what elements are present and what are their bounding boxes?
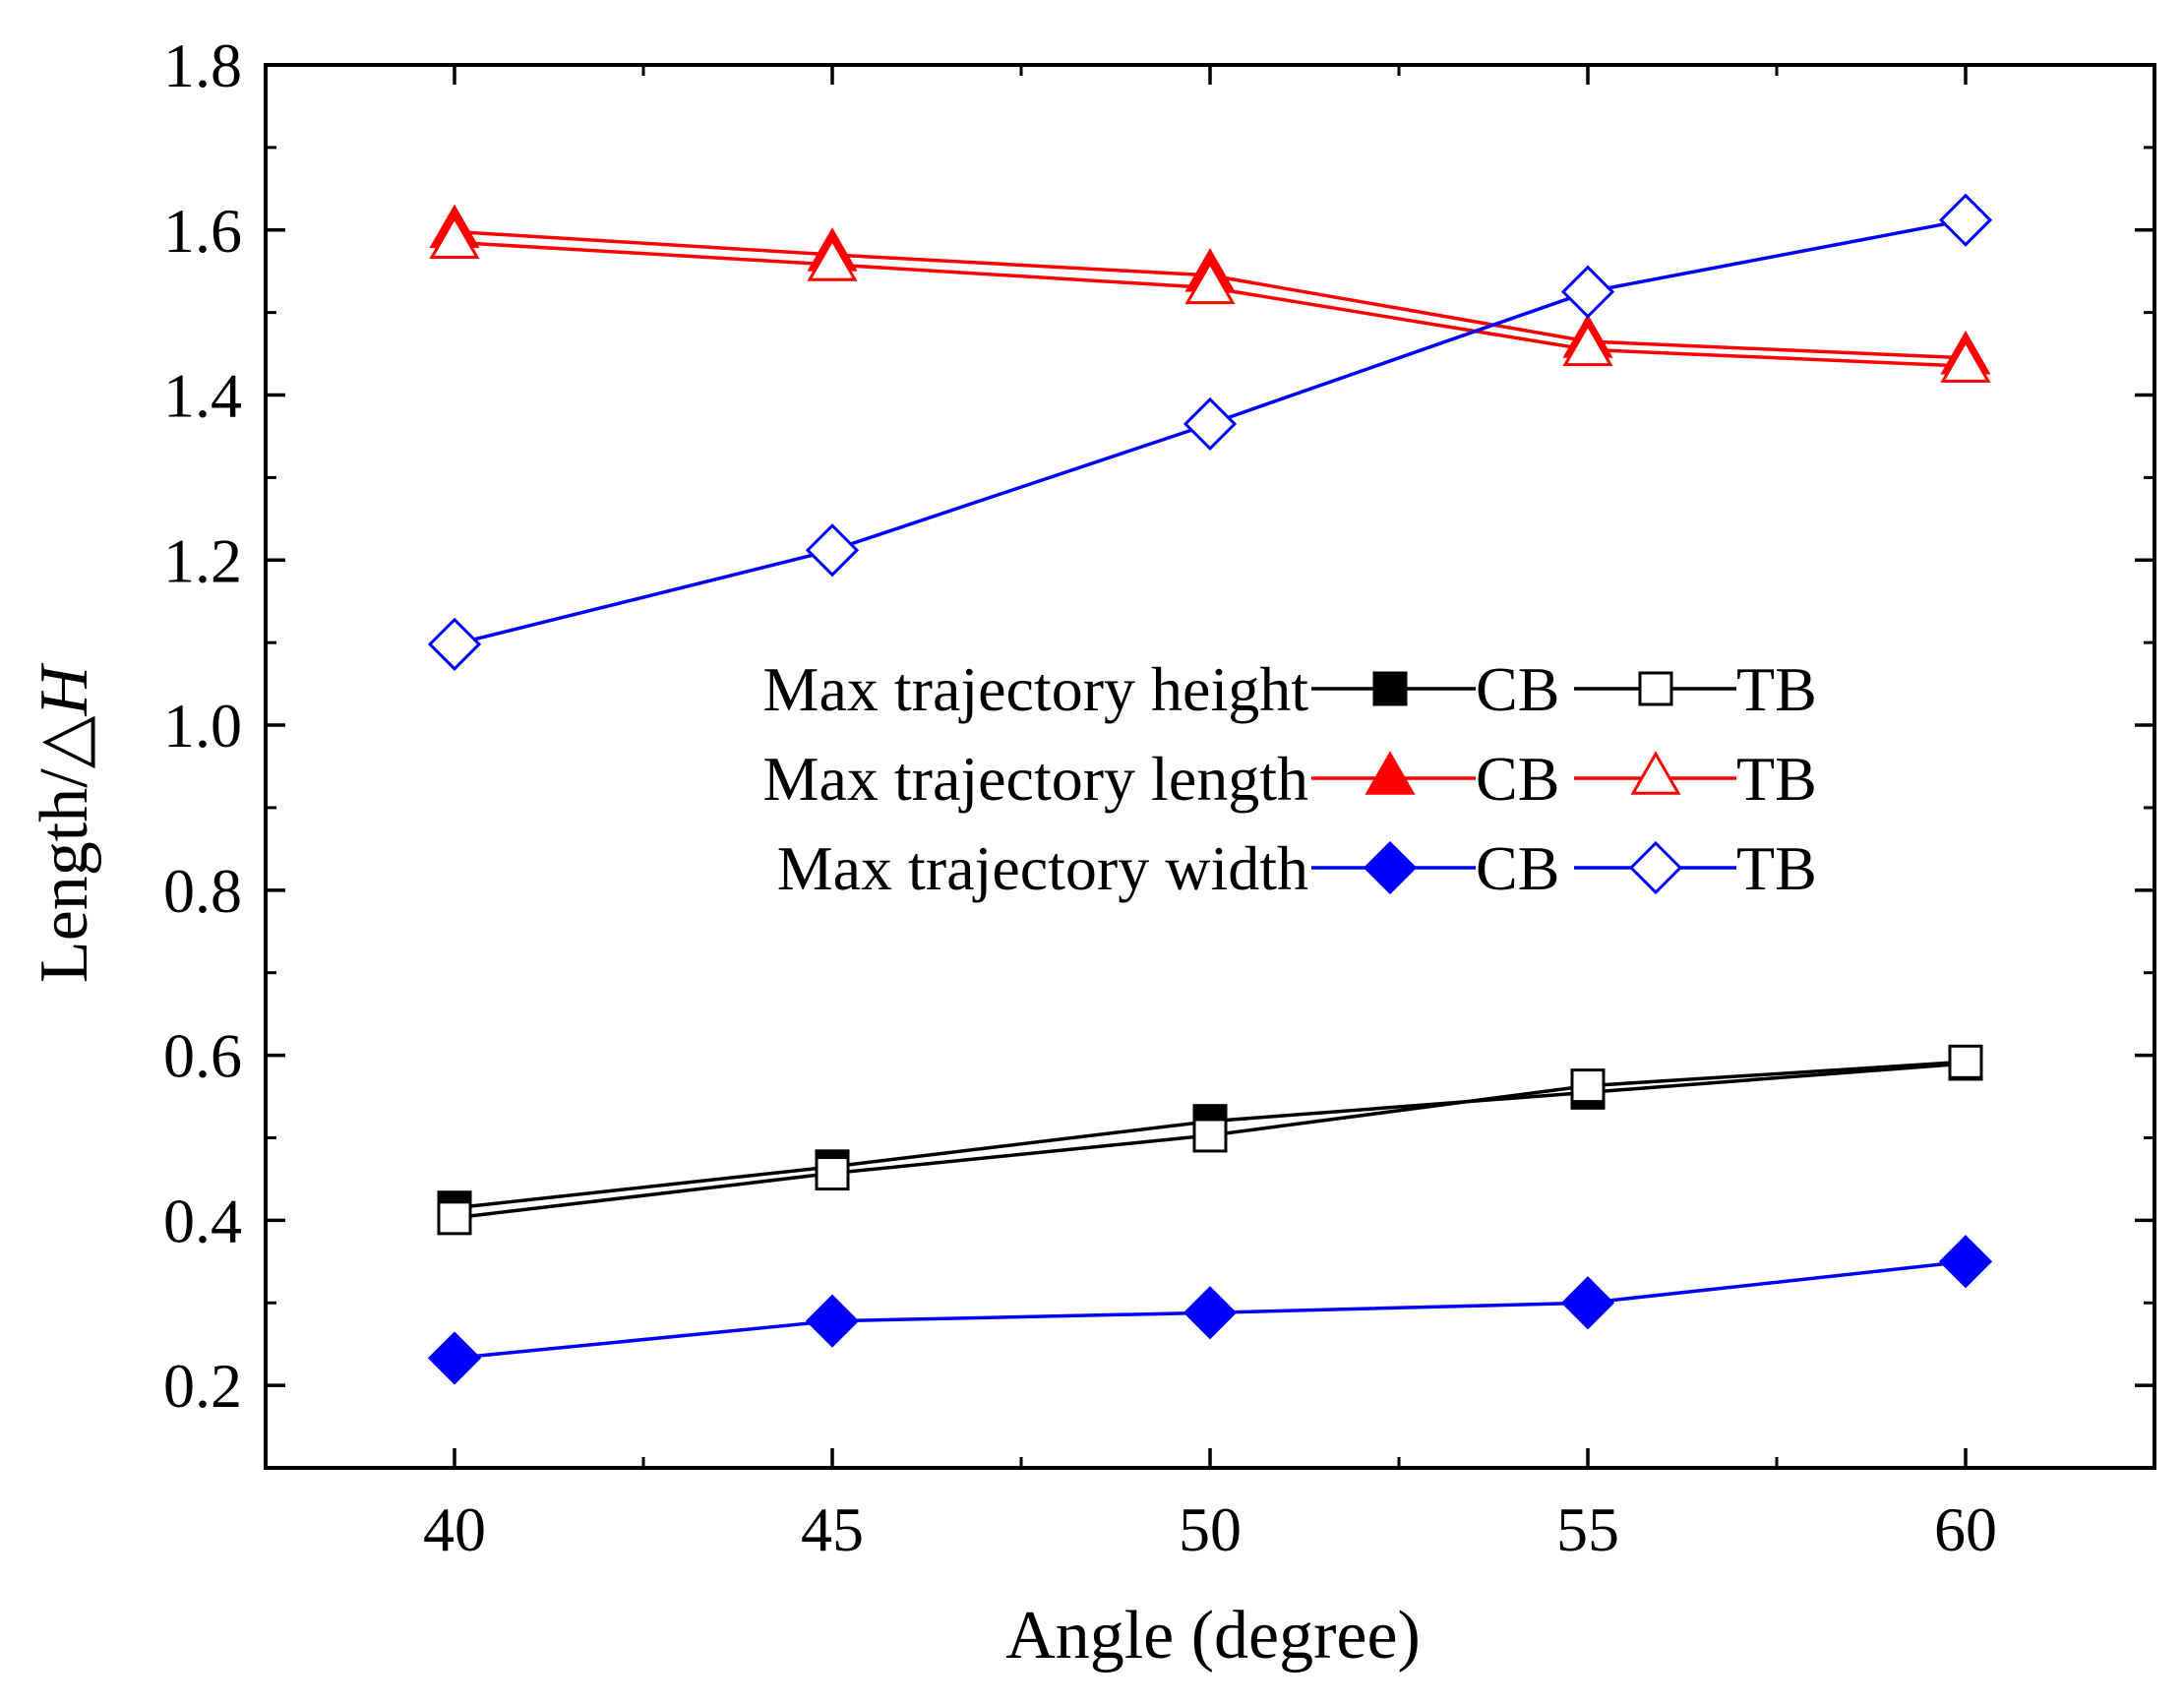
data-point-max-trajectory-height-tb	[437, 1200, 472, 1236]
data-point-max-trajectory-height-tb	[1192, 1118, 1228, 1153]
series-layer	[427, 193, 1993, 1385]
y-tick-label: 1.4	[163, 361, 242, 431]
y-tick-label: 0.6	[163, 1021, 242, 1091]
legend-tb-label: TB	[1736, 833, 1817, 903]
x-tick-label: 45	[801, 1494, 864, 1564]
series-max-trajectory-width-cb	[427, 1235, 1993, 1385]
legend-label: Max trajectory width	[777, 833, 1308, 903]
legend-marker-tb	[1630, 751, 1681, 795]
data-point-max-trajectory-width-tb	[1183, 396, 1238, 452]
data-point-max-trajectory-width-tb	[805, 523, 860, 578]
series-max-trajectory-length-tb	[429, 214, 1991, 383]
data-point-max-trajectory-width-cb	[805, 1294, 860, 1348]
legend-label: Max trajectory height	[763, 654, 1309, 724]
data-point-max-trajectory-height-tb	[815, 1156, 850, 1191]
legend-tb-label: TB	[1736, 744, 1817, 814]
data-point-max-trajectory-width-tb	[1560, 265, 1615, 319]
data-point-max-trajectory-height-tb	[1948, 1044, 1983, 1079]
y-axis-title-var: H	[27, 662, 102, 716]
data-point-max-trajectory-length-tb	[807, 237, 858, 281]
legend-cb-label: CB	[1476, 744, 1559, 814]
data-point-max-trajectory-width-tb	[1938, 193, 1993, 247]
data-point-max-trajectory-height-tb	[1570, 1068, 1606, 1104]
legend-tb-label: TB	[1736, 654, 1817, 724]
legend-row-max-trajectory-length: Max trajectory length CB TB	[763, 744, 1817, 814]
data-point-max-trajectory-width-cb	[427, 1331, 482, 1385]
legend-label: Max trajectory length	[763, 744, 1308, 814]
y-axis-title: Length/△H	[27, 662, 102, 983]
y-axis-title-prefix: Length/	[27, 768, 102, 983]
y-tick-label: 1.6	[163, 196, 242, 266]
x-tick-label: 50	[1179, 1494, 1242, 1564]
x-tick-label: 55	[1556, 1494, 1619, 1564]
series-max-trajectory-height-tb	[437, 1044, 1983, 1236]
x-tick-label: 40	[423, 1494, 486, 1564]
y-tick-label: 0.4	[163, 1186, 242, 1255]
legend-marker-tb	[1628, 840, 1683, 895]
data-point-max-trajectory-length-tb	[1940, 338, 1991, 383]
legend-marker-tb	[1638, 671, 1673, 706]
data-point-max-trajectory-width-cb	[1560, 1276, 1615, 1330]
axes-layer: 40 45 50 55 60 0.2 0.4 0.6 0.8 1.0 1.2 1.4 1.6 1.8	[163, 30, 2156, 1564]
data-point-max-trajectory-width-tb	[427, 617, 482, 671]
data-point-max-trajectory-width-cb	[1938, 1235, 1993, 1289]
series-max-trajectory-width-tb	[427, 193, 1993, 671]
legend-row-max-trajectory-width: Max trajectory width CB TB	[777, 833, 1817, 903]
data-point-max-trajectory-width-cb	[1183, 1286, 1238, 1340]
y-tick-label: 1.0	[163, 691, 242, 761]
y-tick-label: 1.8	[163, 30, 242, 100]
legend-cb-label: CB	[1476, 833, 1559, 903]
legend-marker-cb	[1363, 840, 1418, 895]
y-tick-label: 0.8	[163, 856, 242, 926]
data-point-max-trajectory-length-tb	[1184, 260, 1236, 305]
y-axis-title-symbol: △	[27, 715, 102, 768]
x-tick-label: 60	[1934, 1494, 1997, 1564]
data-point-max-trajectory-length-tb	[1562, 322, 1613, 367]
legend-marker-cb	[1372, 671, 1408, 706]
data-point-max-trajectory-length-tb	[429, 214, 480, 260]
legend-marker-cb	[1365, 751, 1416, 795]
legend-row-max-trajectory-height: Max trajectory height CB TB	[763, 654, 1817, 724]
x-axis-title: Angle (degree)	[1005, 1598, 1421, 1674]
y-tick-label: 1.2	[163, 525, 242, 595]
y-tick-label: 0.2	[163, 1351, 242, 1421]
legend-cb-label: CB	[1476, 654, 1559, 724]
